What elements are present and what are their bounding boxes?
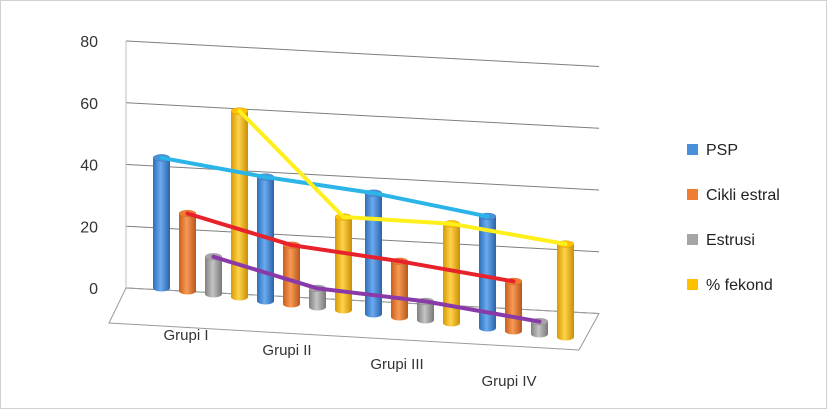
bar-psp-grupi-iii [364,189,383,318]
legend-swatch [687,279,698,290]
line-estrusi [211,254,542,324]
bar-fekond-grupi-iv [556,240,575,341]
legend-item-cikli-estral: Cikli estral [687,187,780,204]
legend-label: % fekond [706,277,773,294]
gridline-60 [125,102,600,129]
line-fekond [237,109,568,246]
gridlines [108,40,600,351]
bar-cikli-estral-grupi-ii [282,241,301,308]
y-tick-label-40: 40 [80,158,98,175]
y-tick-label-0: 0 [89,281,98,298]
line-psp [159,155,490,219]
legend-item-estrusi: Estrusi [687,232,755,249]
gridline-40 [125,164,600,191]
category-label-grupi-iii: Grupi III [370,356,423,373]
bar-fekond-grupi-ii [334,213,353,314]
gridline-80 [125,40,600,68]
y-tick-label-60: 60 [80,96,98,113]
legend-label: PSP [706,142,738,159]
legend-swatch [687,144,698,155]
series-lines [159,109,568,324]
legend-label: Cikli estral [706,187,780,204]
legend-item-psp: PSP [687,142,738,159]
category-label-grupi-i: Grupi I [163,327,208,344]
legend-item-fekond: % fekond [687,277,773,294]
legend-swatch [687,234,698,245]
bar-psp-grupi-i [152,154,171,292]
bar-fekond-grupi-i [230,107,249,301]
bar-cikli-estral-grupi-iv [504,277,523,335]
y-axis-ticks: 0 20 40 60 80 [80,34,98,298]
legend-swatch [687,189,698,200]
category-label-grupi-iv: Grupi IV [481,373,536,390]
legend: PSP Cikli estral Estrusi % fekond [687,142,780,294]
category-label-grupi-ii: Grupi II [262,342,311,359]
y-tick-label-20: 20 [80,219,98,236]
bar-cikli-estral-grupi-i [178,209,197,295]
category-labels: Grupi I Grupi II Grupi III Grupi IV [163,327,536,390]
y-tick-label-80: 80 [80,34,98,51]
line-cikli-estral [185,211,516,284]
legend-label: Estrusi [706,232,755,249]
gridline-20 [125,225,600,253]
bar-cikli-estral-grupi-iii [390,257,409,321]
